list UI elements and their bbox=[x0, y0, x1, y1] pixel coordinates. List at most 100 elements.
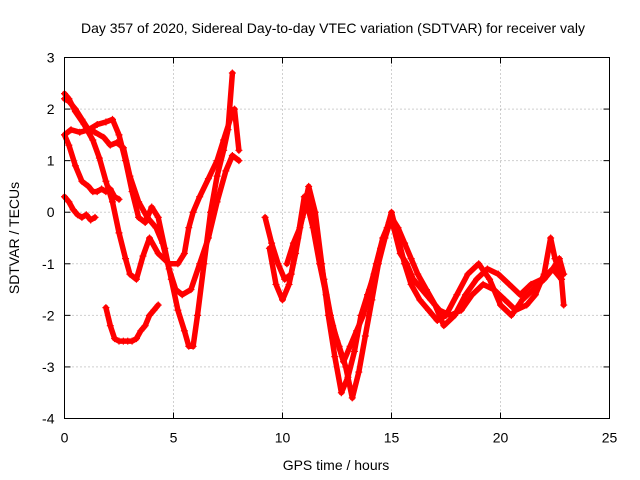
data-point bbox=[78, 177, 86, 185]
data-point bbox=[78, 115, 86, 123]
data-point bbox=[174, 306, 182, 314]
data-point bbox=[95, 154, 103, 162]
data-point bbox=[126, 270, 134, 278]
data-point bbox=[265, 244, 273, 252]
data-point bbox=[357, 311, 365, 319]
data-point bbox=[518, 296, 526, 304]
data-point bbox=[425, 306, 433, 314]
data-point bbox=[193, 311, 201, 319]
data-point bbox=[196, 260, 204, 268]
y-tick-label: -2 bbox=[42, 307, 55, 323]
data-point bbox=[272, 280, 280, 288]
data-point bbox=[154, 213, 162, 221]
data-point bbox=[302, 198, 310, 206]
data-point bbox=[220, 146, 228, 154]
data-point bbox=[281, 275, 289, 283]
data-point bbox=[451, 311, 459, 319]
data-point bbox=[501, 296, 509, 304]
data-point bbox=[523, 301, 531, 309]
data-point bbox=[135, 198, 143, 206]
data-point bbox=[93, 188, 101, 196]
data-point bbox=[464, 270, 472, 278]
data-point bbox=[350, 347, 358, 355]
data-point bbox=[337, 389, 345, 397]
data-point bbox=[547, 234, 555, 242]
data-point bbox=[416, 296, 424, 304]
series-track-5 bbox=[61, 193, 98, 223]
data-point bbox=[143, 213, 151, 221]
x-tick-label: 15 bbox=[384, 430, 400, 446]
data-point bbox=[285, 280, 293, 288]
data-point bbox=[531, 291, 539, 299]
data-point bbox=[529, 286, 537, 294]
data-point bbox=[322, 291, 330, 299]
data-point bbox=[222, 167, 230, 175]
data-point bbox=[108, 198, 116, 206]
x-tick-label: 5 bbox=[170, 430, 178, 446]
data-point bbox=[108, 115, 116, 123]
data-point bbox=[67, 126, 75, 134]
data-point bbox=[473, 275, 481, 283]
data-point bbox=[152, 224, 160, 232]
data-point bbox=[235, 146, 243, 154]
data-point bbox=[401, 239, 409, 247]
series-group bbox=[61, 69, 568, 402]
data-point bbox=[141, 219, 149, 227]
data-point bbox=[228, 151, 236, 159]
data-point bbox=[111, 193, 119, 201]
data-point bbox=[296, 224, 304, 232]
data-point bbox=[137, 327, 145, 335]
data-point bbox=[558, 275, 566, 283]
data-point bbox=[146, 311, 154, 319]
data-point bbox=[65, 141, 73, 149]
data-point bbox=[74, 211, 82, 219]
data-point bbox=[329, 322, 337, 330]
data-point bbox=[388, 213, 395, 221]
data-point bbox=[106, 185, 114, 193]
data-point bbox=[268, 239, 276, 247]
data-point bbox=[196, 193, 204, 201]
data-point bbox=[289, 239, 297, 247]
data-point bbox=[113, 139, 121, 147]
data-point bbox=[213, 172, 221, 180]
data-point bbox=[292, 249, 300, 257]
data-point bbox=[381, 234, 389, 242]
data-point bbox=[159, 239, 167, 247]
series-track-8 bbox=[266, 183, 567, 396]
data-point bbox=[106, 322, 114, 330]
data-point bbox=[224, 126, 232, 134]
data-point bbox=[100, 133, 108, 141]
data-point bbox=[462, 291, 470, 299]
data-point bbox=[394, 224, 402, 232]
data-point bbox=[309, 224, 317, 232]
data-point bbox=[91, 128, 99, 136]
data-point bbox=[71, 162, 79, 170]
data-point bbox=[172, 286, 180, 294]
y-tick-label: 3 bbox=[47, 50, 55, 66]
data-point bbox=[84, 126, 92, 134]
data-point bbox=[453, 291, 461, 299]
data-point bbox=[187, 286, 195, 294]
data-point bbox=[180, 249, 188, 257]
data-point bbox=[497, 301, 504, 309]
data-point bbox=[468, 291, 476, 299]
data-point bbox=[139, 252, 147, 260]
plot-frame bbox=[64, 57, 610, 419]
data-point bbox=[274, 260, 282, 268]
data-point bbox=[549, 265, 557, 273]
data-point bbox=[316, 260, 324, 268]
data-point bbox=[178, 291, 186, 299]
data-point bbox=[346, 342, 354, 350]
data-point bbox=[407, 255, 415, 263]
data-point bbox=[102, 304, 110, 312]
data-point bbox=[122, 255, 130, 263]
data-point bbox=[189, 342, 197, 350]
data-point bbox=[98, 185, 106, 193]
data-point bbox=[84, 182, 92, 190]
data-point bbox=[141, 322, 149, 330]
data-point bbox=[165, 265, 173, 273]
y-tick-label: 0 bbox=[47, 204, 55, 220]
data-point bbox=[555, 255, 563, 263]
data-point bbox=[154, 301, 162, 309]
data-point bbox=[93, 121, 101, 129]
